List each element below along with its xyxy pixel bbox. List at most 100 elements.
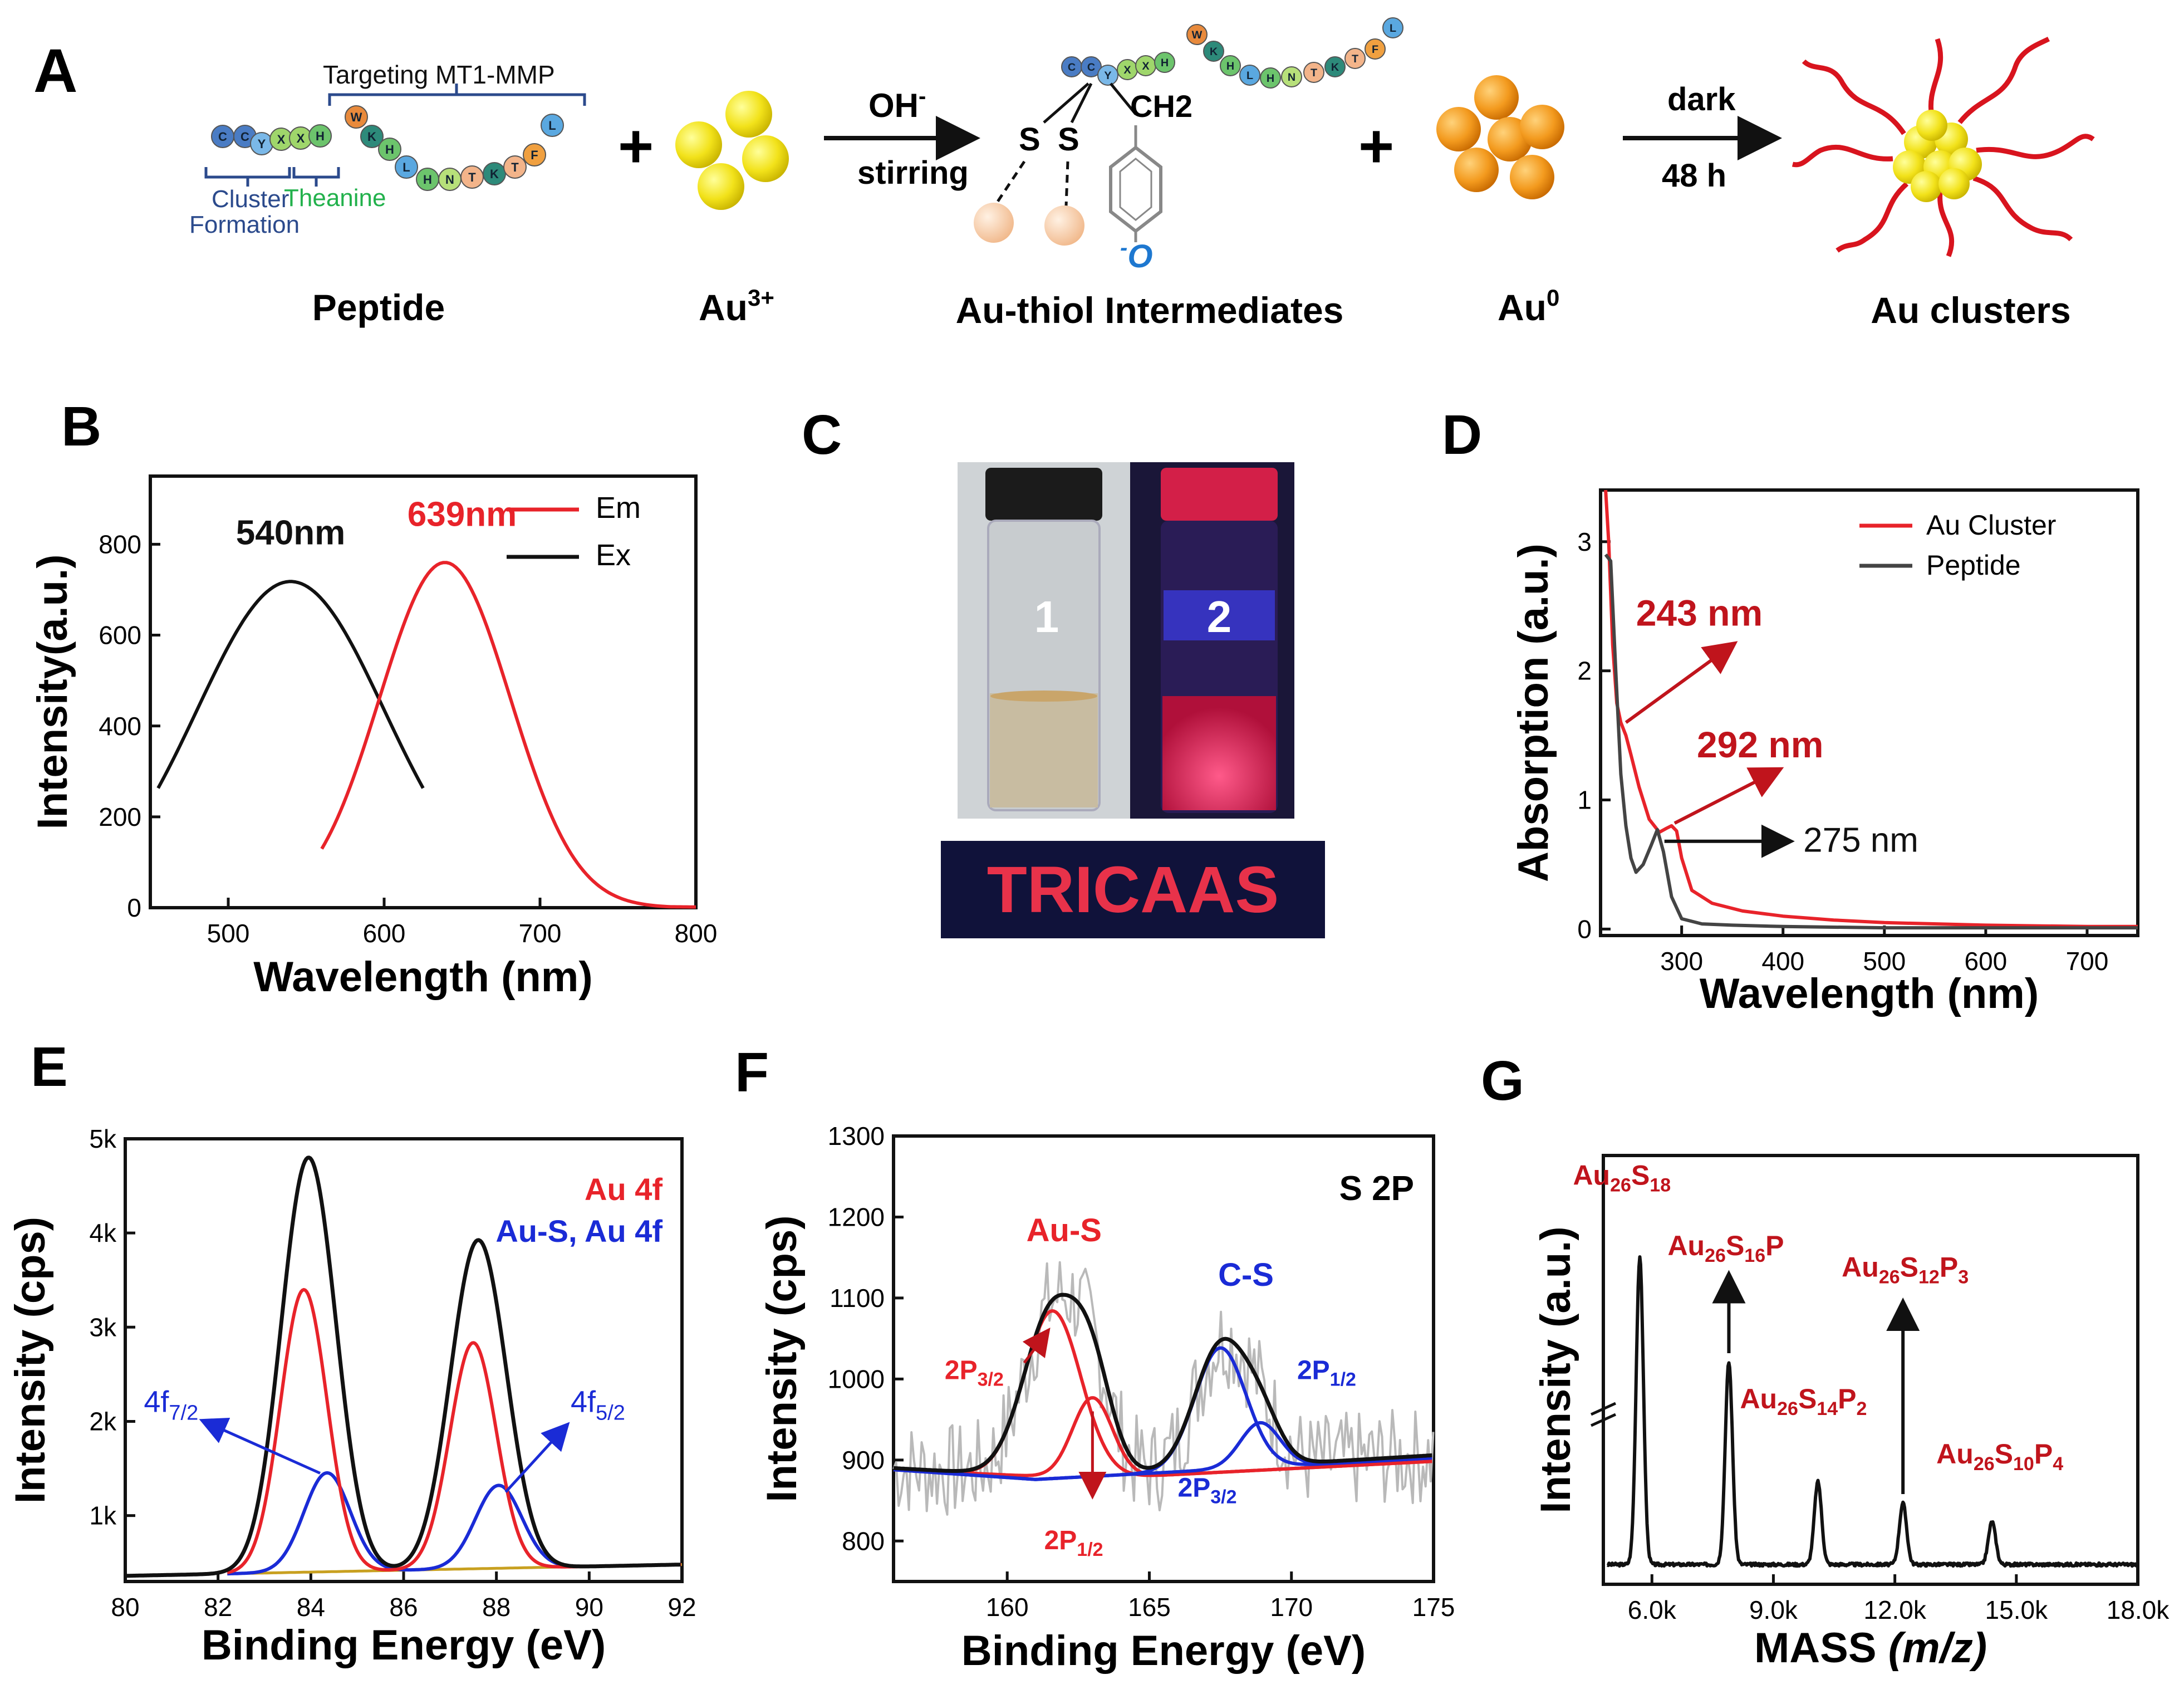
y-tick-label: 1k xyxy=(89,1501,117,1530)
gold-sphere xyxy=(725,91,772,138)
x-tick-label: 80 xyxy=(111,1593,139,1622)
annotation-arrow xyxy=(1673,767,1784,825)
x-tick-label: 9.0k xyxy=(1749,1595,1798,1624)
x-tick-label: 600 xyxy=(363,919,406,948)
annotation-arrow xyxy=(504,1422,570,1493)
amino-acid-letter: N xyxy=(1288,71,1295,84)
amino-acid-letter: L xyxy=(1390,22,1396,35)
ch2-label: CH2 xyxy=(1130,89,1192,124)
bond-line xyxy=(1110,82,1137,115)
plot-frame xyxy=(149,474,698,909)
amino-acid-bead xyxy=(1324,56,1346,77)
panel-g-label: G xyxy=(1481,1050,1524,1112)
gold-sphere xyxy=(675,121,722,168)
peak-annotation: 2P1/2 xyxy=(1297,1355,1356,1390)
ligand-strand xyxy=(1792,144,1893,168)
amino-acid-letter: T xyxy=(1352,53,1358,65)
bond-line xyxy=(1043,82,1089,124)
series-line-spectrum xyxy=(1606,1255,2139,1568)
amino-acid-bead xyxy=(1303,62,1324,83)
gold-sphere xyxy=(742,135,789,182)
x-axis-label: Wavelength (nm) xyxy=(253,953,592,1001)
phenol-ring xyxy=(1109,145,1162,233)
peak-annotation: 639nm xyxy=(408,496,517,534)
gold-sphere xyxy=(1520,105,1564,149)
peak-annotation: Au26S16P xyxy=(1667,1230,1784,1266)
amino-acid-letter: H xyxy=(1267,72,1274,85)
theanine-bracket xyxy=(292,167,340,187)
legend-label: Ex xyxy=(596,538,631,572)
panel-e-label: E xyxy=(31,1036,68,1098)
y-tick-label: 1100 xyxy=(830,1284,885,1313)
axis-break xyxy=(1590,1413,1617,1427)
au0-particles xyxy=(1436,75,1564,199)
phenol-ring-inner xyxy=(1119,158,1152,221)
x-tick-label: 165 xyxy=(1128,1593,1171,1622)
x-axis-label: Binding Energy (eV) xyxy=(961,1627,1366,1674)
amino-acid-letter: K xyxy=(1331,61,1339,74)
y-tick-label: 1000 xyxy=(828,1364,885,1393)
amino-acid-bead xyxy=(503,155,527,179)
gold-sphere xyxy=(1436,107,1481,151)
gold-sphere xyxy=(1916,110,1947,141)
plus-sign-2: + xyxy=(1358,112,1394,180)
y-axis-label: Absorption (a.u.) xyxy=(1510,544,1557,882)
y-tick-label: 800 xyxy=(99,530,141,559)
x-tick-label: 175 xyxy=(1412,1593,1455,1622)
y-tick-label: 800 xyxy=(842,1526,885,1555)
amino-acid-letter: Y xyxy=(258,137,266,151)
amino-acid-letter: L xyxy=(548,119,556,133)
y-axis-label: Intensity (cps) xyxy=(758,1215,806,1502)
x-tick-label: 160 xyxy=(986,1593,1029,1622)
amino-acid-bead xyxy=(1220,55,1241,76)
y-tick-label: 200 xyxy=(99,802,141,831)
amino-acid-letter: W xyxy=(1192,29,1203,41)
ligand-strand xyxy=(1937,192,1955,257)
y-tick-label: 5k xyxy=(89,1124,117,1153)
x-tick-label: 600 xyxy=(1965,947,2008,976)
vial-1-number: 1 xyxy=(1034,592,1059,642)
gold-atom xyxy=(974,203,1014,243)
bond-line xyxy=(1070,82,1093,124)
panel-f-label: F xyxy=(735,1041,769,1104)
peak-annotation: 4f5/2 xyxy=(571,1385,625,1425)
series-line-envelope xyxy=(125,1155,681,1578)
series-line-au-s-au-4f xyxy=(227,1471,681,1576)
peak-annotation: 2P1/2 xyxy=(1044,1526,1103,1560)
vial-2-blue-band xyxy=(1164,590,1275,640)
amino-acid-bead xyxy=(1081,56,1102,77)
gold-sphere xyxy=(698,163,744,210)
s-label-2: S xyxy=(1058,121,1079,158)
y-axis-label: Intensity (a.u.) xyxy=(1532,1226,1579,1513)
peptide-caption: Peptide xyxy=(312,287,445,328)
amino-acid-bead xyxy=(1097,65,1118,86)
amino-acid-letter: T xyxy=(468,170,476,184)
annotation-arrow xyxy=(199,1417,321,1475)
amino-acid-bead xyxy=(378,138,401,161)
vial-solution-2 xyxy=(1162,696,1276,810)
amino-acid-letter: H xyxy=(316,129,325,143)
y-axis-label: Intensity(a.u.) xyxy=(29,554,76,829)
panel-c-photo: 1 2 TRICAAS xyxy=(941,462,1325,938)
amino-acid-letter: H xyxy=(385,143,394,156)
plot-frame xyxy=(1602,1154,2139,1586)
chart-d: 300 400 500 600 700 0 1 2 3 Wavelength (nm) Absorp… xyxy=(1510,488,2139,1017)
amino-acid-letter: X xyxy=(277,133,286,146)
peak-annotation: 2P3/2 xyxy=(1178,1473,1237,1507)
amino-acid-bead xyxy=(1382,17,1403,38)
y-tick-label: 600 xyxy=(99,621,141,650)
legend-label: Au-S, Au 4f xyxy=(495,1213,662,1248)
time-label: 48 h xyxy=(1662,158,1726,194)
ligand-strand xyxy=(1928,38,1943,117)
x-tick-label: 15.0k xyxy=(1985,1595,2049,1624)
x-tick-label: 700 xyxy=(519,919,562,948)
dashed-bond xyxy=(1064,161,1069,207)
panel-b-label: B xyxy=(61,395,101,458)
peak-annotation: 4f7/2 xyxy=(144,1385,198,1425)
amino-acid-bead xyxy=(308,124,332,148)
vial-cap-1 xyxy=(985,468,1102,521)
cluster-label-2: Formation xyxy=(189,211,300,238)
x-tick-label: 300 xyxy=(1660,947,1703,976)
